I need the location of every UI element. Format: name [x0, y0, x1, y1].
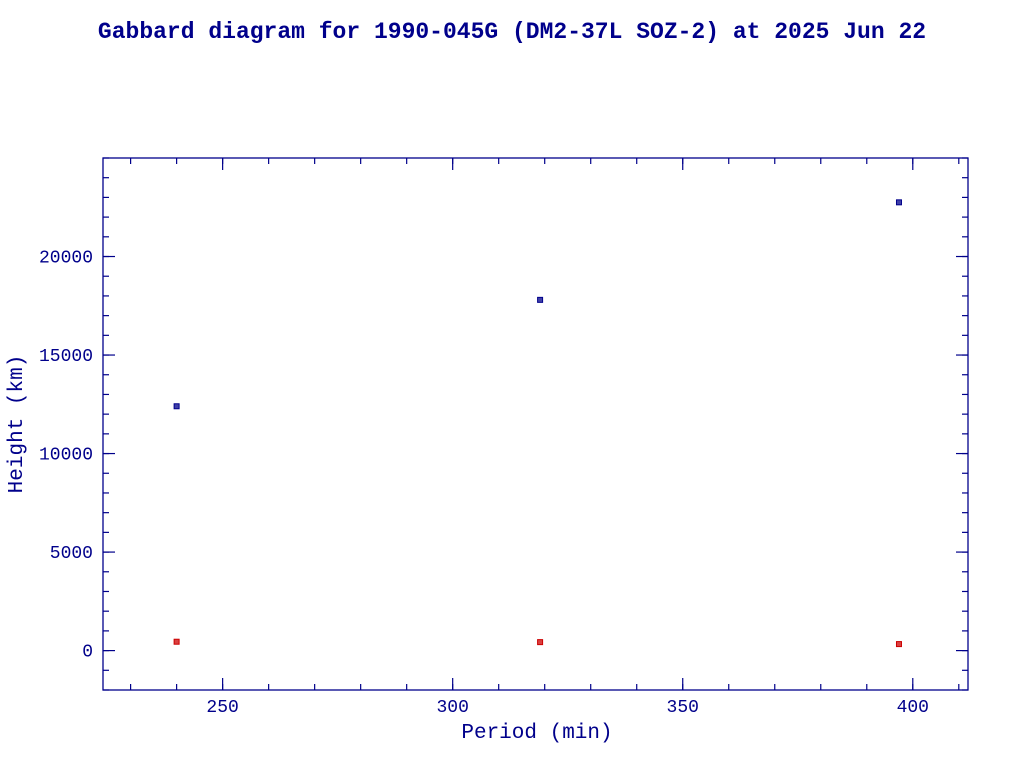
y-tick-label: 15000	[39, 347, 93, 367]
y-tick-label: 0	[82, 643, 93, 663]
y-tick-label: 20000	[39, 249, 93, 269]
x-axis-label: Period (min)	[461, 722, 612, 745]
y-axis-label: Height (km)	[6, 355, 29, 494]
x-tick-label: 250	[206, 698, 238, 718]
plot-frame	[102, 157, 969, 691]
apogee-height-point	[895, 199, 902, 206]
plot-area: 250 300 350 400 0 5000 10000 15000 20000	[39, 157, 969, 718]
y-tick-label: 5000	[50, 544, 93, 564]
x-tick-label: 350	[667, 698, 699, 718]
perigee-height-point	[895, 641, 902, 648]
apogee-height-point	[173, 403, 180, 410]
x-tick-label: 400	[897, 698, 929, 718]
perigee-height-point	[173, 638, 180, 645]
perigee-height-point	[537, 639, 544, 646]
apogee-height-point	[537, 296, 544, 303]
y-tick-label: 10000	[39, 446, 93, 466]
chart-title: Gabbard diagram for 1990-045G (DM2-37L S…	[98, 19, 926, 45]
x-tick-label: 300	[436, 698, 468, 718]
